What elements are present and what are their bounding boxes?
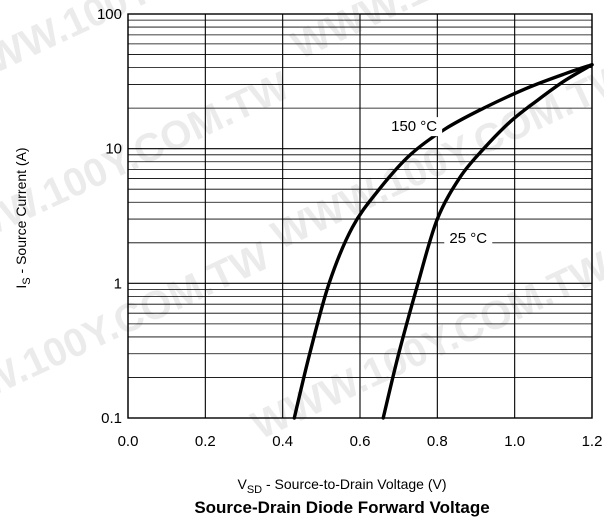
x-tick-labels: 0.0 0.2 0.4 0.6 0.8 1.0 1.2 bbox=[118, 433, 603, 450]
y-axis-title: IS - Source Current (A) bbox=[13, 147, 33, 288]
series-layer bbox=[292, 63, 594, 420]
series-line-150c bbox=[292, 63, 594, 420]
x-axis-title: VSD - Source-to-Drain Voltage (V) bbox=[237, 476, 446, 496]
y-tick-label: 1 bbox=[114, 275, 122, 292]
x-tick-label: 0.2 bbox=[195, 433, 216, 450]
curve-label: 150 °C bbox=[391, 118, 437, 135]
y-tick-labels: 0.1 1 10 100 bbox=[97, 6, 122, 427]
annotation-layer: 150 °C 25 °C bbox=[386, 117, 493, 248]
curve-label-background bbox=[444, 228, 493, 248]
x-tick-label: 1.2 bbox=[582, 433, 603, 450]
y-tick-label: 0.1 bbox=[101, 410, 122, 427]
x-tick-label: 1.0 bbox=[504, 433, 525, 450]
y-tick-label: 100 bbox=[97, 6, 122, 23]
plot-frame bbox=[127, 13, 593, 419]
y-tick-label: 10 bbox=[105, 141, 122, 158]
watermark-text: WWW.100Y.COM.TW bbox=[285, 0, 604, 68]
x-tick-label: 0.0 bbox=[118, 433, 139, 450]
watermark-text: WWW.100Y.COM.TW bbox=[0, 234, 276, 438]
curve-label-background bbox=[386, 117, 443, 137]
x-tick-label: 0.4 bbox=[272, 433, 293, 450]
x-tick-label: 0.6 bbox=[350, 433, 371, 450]
x-tick-label: 0.8 bbox=[427, 433, 448, 450]
chart-title: Source-Drain Diode Forward Voltage bbox=[194, 498, 489, 517]
series-line-25c bbox=[381, 63, 594, 420]
curve-label: 25 °C bbox=[449, 230, 487, 247]
